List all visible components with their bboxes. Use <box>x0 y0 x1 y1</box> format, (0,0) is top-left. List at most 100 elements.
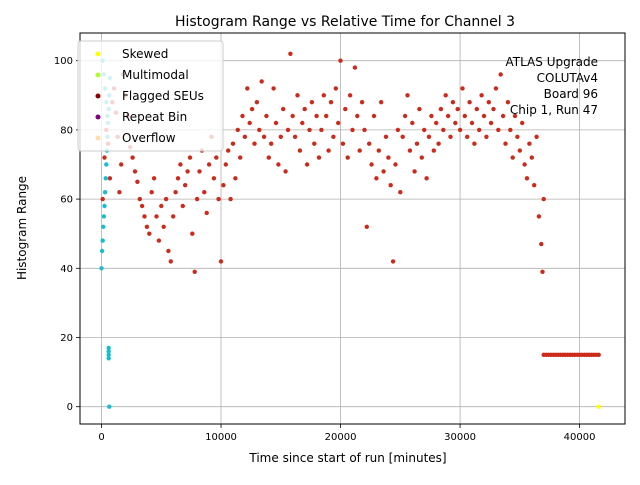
data-point <box>455 106 460 112</box>
legend-marker-skewed <box>95 51 101 57</box>
y-tick-label: 20 <box>60 333 73 344</box>
data-point <box>431 148 436 153</box>
data-point <box>376 148 381 153</box>
data-point <box>102 155 107 160</box>
data-point <box>460 86 465 91</box>
data-point <box>520 120 525 126</box>
y-axis-label: Histogram Range <box>15 176 29 280</box>
data-point <box>316 155 322 160</box>
data-point <box>386 155 391 160</box>
data-point <box>218 259 224 264</box>
data-point <box>465 134 470 139</box>
data-point <box>359 100 365 105</box>
data-point <box>364 224 369 229</box>
data-point <box>285 127 291 133</box>
data-point <box>503 141 508 146</box>
legend-label-flagged-seus: Flagged SEUs <box>122 89 204 103</box>
data-point <box>350 127 355 133</box>
data-point <box>493 86 499 91</box>
data-point <box>479 93 484 98</box>
y-tick-label: 0 <box>67 402 73 413</box>
data-point <box>259 79 264 84</box>
legend-label-multimodal: Multimodal <box>122 68 189 82</box>
data-point <box>233 176 238 181</box>
data-point <box>419 155 424 160</box>
data-point <box>312 141 317 146</box>
data-point <box>477 127 482 133</box>
data-point <box>402 113 408 119</box>
data-point <box>445 113 451 119</box>
data-point <box>527 141 532 146</box>
data-point <box>336 120 341 126</box>
legend-label-overflow: Overflow <box>122 131 176 145</box>
data-point <box>194 196 200 202</box>
data-point <box>119 162 124 167</box>
data-point <box>338 58 343 63</box>
data-point <box>426 134 432 139</box>
data-point <box>534 134 539 139</box>
data-point <box>457 127 463 133</box>
legend-box <box>77 40 224 152</box>
data-point <box>166 248 171 254</box>
data-point <box>168 259 173 264</box>
data-point <box>417 106 422 112</box>
data-point <box>187 155 193 160</box>
plot-frame <box>79 32 626 425</box>
data-point <box>522 162 527 167</box>
data-point <box>139 203 145 209</box>
data-point <box>290 113 295 119</box>
data-point <box>474 106 479 112</box>
y-tick-label: 40 <box>60 264 73 275</box>
data-point <box>292 134 298 139</box>
data-point <box>393 162 398 167</box>
data-point <box>407 148 413 153</box>
data-point <box>238 155 243 160</box>
data-point <box>429 113 434 119</box>
data-point <box>107 176 113 181</box>
data-point <box>481 113 487 119</box>
data-point <box>223 162 228 167</box>
data-point <box>204 210 209 216</box>
data-point <box>278 134 283 139</box>
data-point <box>467 100 472 105</box>
data-point <box>362 127 367 133</box>
data-point <box>438 106 444 112</box>
data-point <box>156 238 162 243</box>
data-point <box>307 127 312 133</box>
legend-marker-repeat-bin <box>95 114 101 120</box>
data-point <box>347 93 353 98</box>
data-point <box>508 127 513 133</box>
data-point <box>328 100 334 105</box>
x-tick-label: 40000 <box>564 432 596 443</box>
data-point <box>230 141 236 146</box>
data-point <box>281 106 286 112</box>
data-point <box>107 404 112 409</box>
x-tick-label: 30000 <box>444 432 476 443</box>
legend-marker-overflow <box>95 135 101 141</box>
data-point <box>326 148 331 153</box>
data-point <box>414 141 420 146</box>
data-point <box>398 190 403 195</box>
legend-label-repeat-bin: Repeat Bin <box>122 110 187 124</box>
data-point <box>424 176 429 181</box>
data-point <box>211 176 217 181</box>
data-point <box>434 120 439 126</box>
data-point <box>355 113 360 119</box>
data-point <box>228 196 233 202</box>
data-point <box>264 113 269 119</box>
data-point <box>331 134 336 139</box>
data-point <box>183 183 188 188</box>
data-point <box>249 106 255 112</box>
data-point <box>137 196 142 202</box>
data-point <box>441 127 446 133</box>
data-point <box>269 141 274 146</box>
y-tick-label: 80 <box>60 125 73 136</box>
data-point <box>271 86 276 91</box>
data-point <box>314 113 319 119</box>
data-point <box>498 72 503 77</box>
data-point <box>197 169 202 174</box>
data-point <box>541 196 546 202</box>
data-point <box>395 127 401 133</box>
data-point <box>367 141 372 146</box>
